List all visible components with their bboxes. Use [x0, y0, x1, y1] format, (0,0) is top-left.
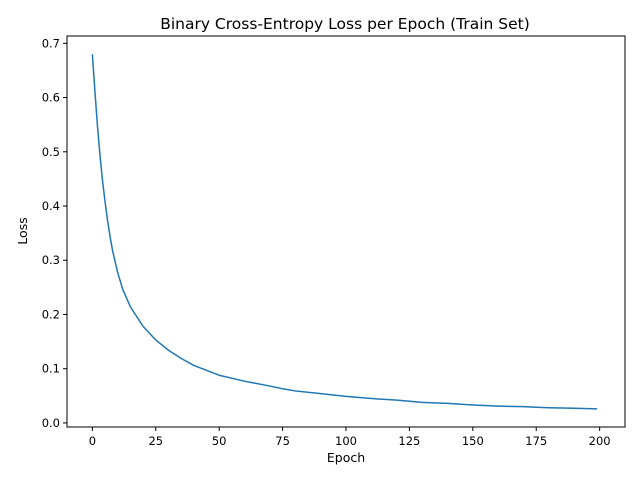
x-axis-label: Epoch — [327, 450, 365, 465]
y-tick-label: 0.1 — [42, 362, 60, 376]
y-tick-label: 0.7 — [42, 36, 60, 50]
x-tick-label: 200 — [589, 434, 611, 448]
x-tick-label: 75 — [275, 434, 290, 448]
y-tick-label: 0.3 — [42, 253, 60, 267]
x-tick-label: 100 — [335, 434, 357, 448]
x-tick-label: 25 — [148, 434, 163, 448]
y-axis-label: Loss — [15, 217, 30, 244]
y-axis: 0.0 0.1 0.2 0.3 0.4 0.5 0.6 0.7 — [42, 36, 67, 430]
y-tick-label: 0.4 — [42, 199, 60, 213]
x-tick-label: 150 — [462, 434, 484, 448]
x-axis: 0 25 50 75 100 125 150 175 200 — [89, 427, 611, 448]
x-tick-label: 125 — [398, 434, 420, 448]
y-tick-label: 0.5 — [42, 145, 60, 159]
chart-title: Binary Cross-Entropy Loss per Epoch (Tra… — [160, 15, 530, 33]
plot-area — [66, 35, 626, 428]
series-group — [91, 54, 598, 410]
x-tick-label: 175 — [525, 434, 547, 448]
loss-series-line — [91, 54, 598, 410]
x-tick-label: 0 — [89, 434, 96, 448]
y-tick-label: 0.0 — [42, 416, 60, 430]
x-tick-label: 50 — [212, 434, 227, 448]
y-tick-label: 0.6 — [42, 91, 60, 105]
y-tick-label: 0.2 — [42, 307, 60, 321]
